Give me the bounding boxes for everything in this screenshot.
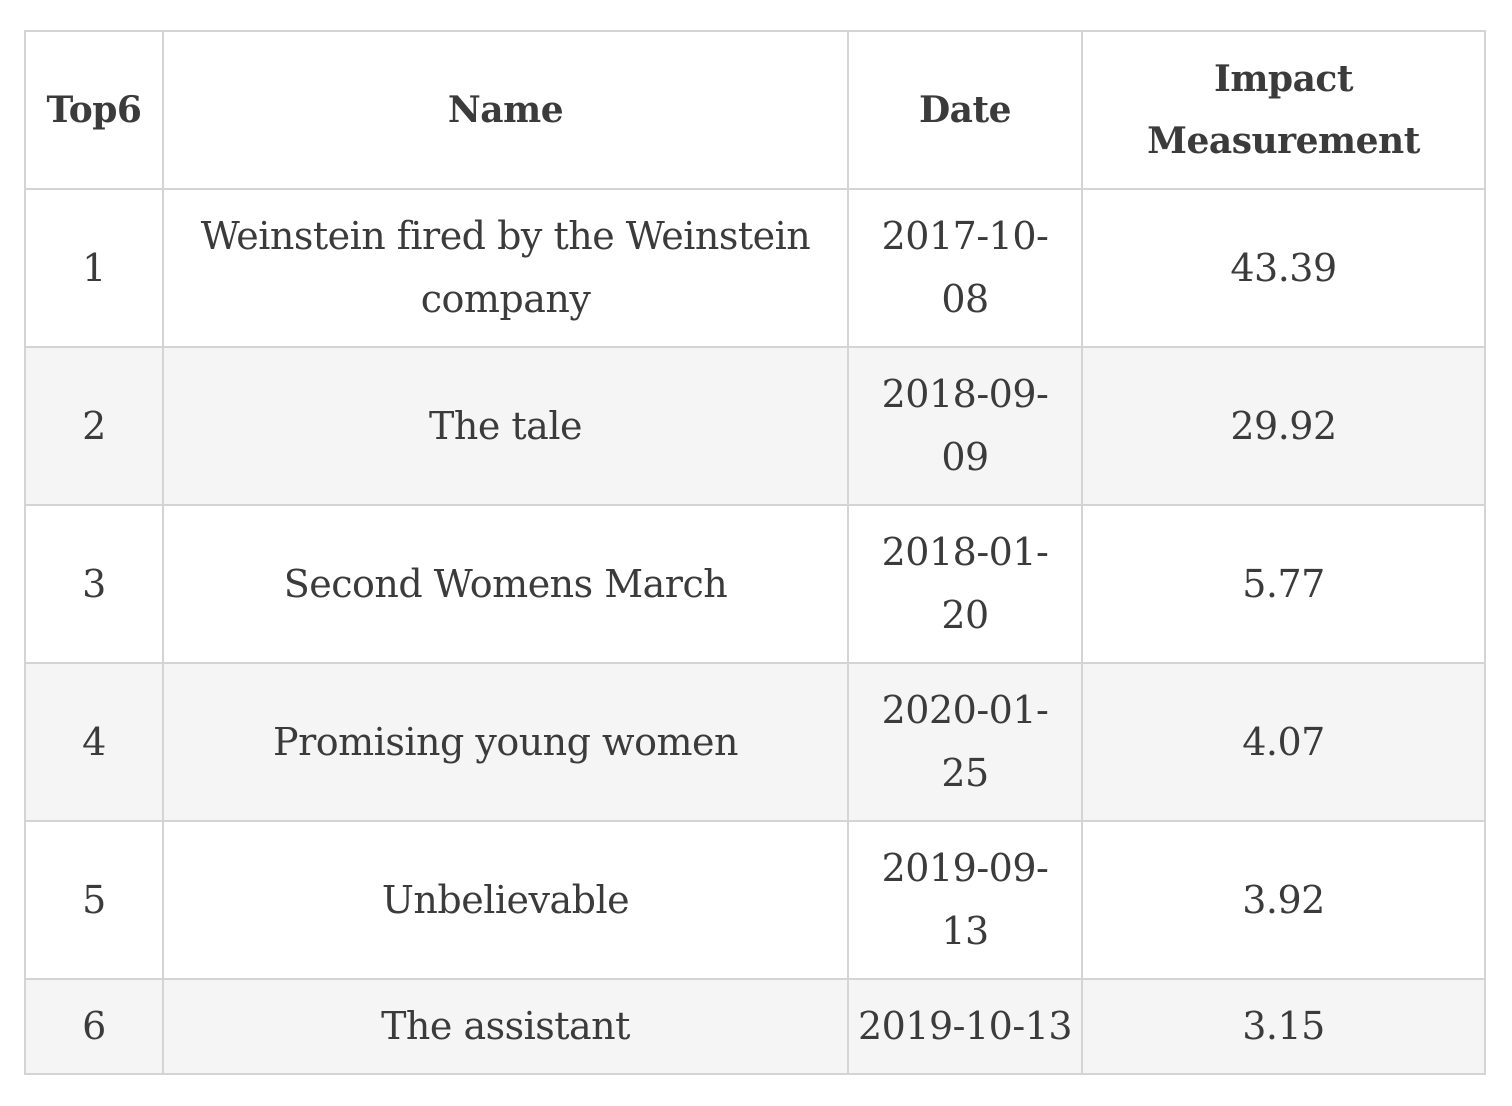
rank-cell: 5 [24,820,164,980]
impact-cell: 3.15 [1081,978,1486,1075]
table-row: 1 Weinstein fired by the Weinstein compa… [24,188,1486,348]
name-cell: Unbelievable [162,820,849,980]
rank-cell: 4 [24,662,164,822]
date-cell: 2017-10-08 [847,188,1083,348]
table-row: 2 The tale 2018-09-09 29.92 [24,346,1486,506]
table-body: 1 Weinstein fired by the Weinstein compa… [24,188,1486,1075]
column-header-date: Date [847,30,1083,190]
impact-cell: 29.92 [1081,346,1486,506]
impact-cell: 4.07 [1081,662,1486,822]
column-header-name: Name [162,30,849,190]
table-row: 4 Promising young women 2020-01-25 4.07 [24,662,1486,822]
name-cell: Weinstein fired by the Weinstein company [162,188,849,348]
column-header-rank: Top6 [24,30,164,190]
column-header-impact: Impact Measurement [1081,30,1486,190]
name-cell: The tale [162,346,849,506]
rank-cell: 2 [24,346,164,506]
date-cell: 2018-01-20 [847,504,1083,664]
rank-cell: 3 [24,504,164,664]
impact-cell: 3.92 [1081,820,1486,980]
table-header: Top6 Name Date Impact Measurement [24,30,1486,190]
date-cell: 2018-09-09 [847,346,1083,506]
header-row: Top6 Name Date Impact Measurement [24,30,1486,190]
name-cell: Second Womens March [162,504,849,664]
impact-cell: 43.39 [1081,188,1486,348]
name-cell: Promising young women [162,662,849,822]
table-row: 6 The assistant 2019-10-13 3.15 [24,978,1486,1075]
table-row: 3 Second Womens March 2018-01-20 5.77 [24,504,1486,664]
name-cell: The assistant [162,978,849,1075]
rank-cell: 6 [24,978,164,1075]
rank-cell: 1 [24,188,164,348]
ranking-table-container: Top6 Name Date Impact Measurement 1 Wein… [24,30,1486,1075]
table-row: 5 Unbelievable 2019-09-13 3.92 [24,820,1486,980]
date-cell: 2019-09-13 [847,820,1083,980]
date-cell: 2019-10-13 [847,978,1083,1075]
date-cell: 2020-01-25 [847,662,1083,822]
ranking-table: Top6 Name Date Impact Measurement 1 Wein… [24,30,1486,1075]
impact-cell: 5.77 [1081,504,1486,664]
